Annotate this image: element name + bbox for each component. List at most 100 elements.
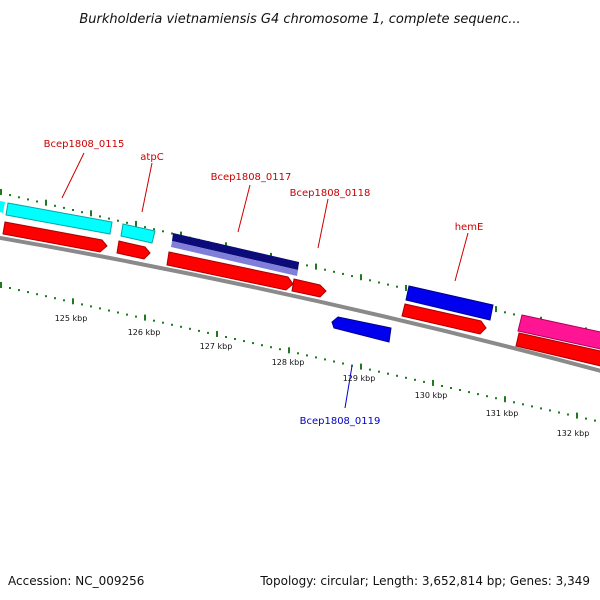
minor-tick-mark	[36, 293, 38, 296]
minor-tick-mark	[504, 311, 506, 314]
major-tick-mark	[495, 306, 497, 313]
gene-label-atpc[interactable]: atpC	[140, 152, 163, 163]
tick-label-125-kbp: 125 kbp	[55, 314, 88, 323]
major-tick-mark	[288, 347, 290, 354]
cds-arrow[interactable]	[166, 251, 294, 291]
minor-tick-mark	[486, 395, 488, 398]
tick-label-131-kbp: 131 kbp	[486, 409, 519, 418]
minor-tick-mark	[99, 307, 101, 310]
gene-heme-feature[interactable]	[405, 285, 494, 321]
gene-label-bcep1808-0118[interactable]: Bcep1808_0118	[290, 188, 371, 199]
tick-label-126-kbp: 126 kbp	[128, 328, 161, 337]
minor-tick-mark	[513, 313, 515, 316]
map-title: Burkholderia vietnamiensis G4 chromosome…	[79, 12, 520, 27]
minor-tick-mark	[126, 221, 128, 224]
tick-label-132-kbp: 132 kbp	[557, 429, 590, 438]
minor-tick-mark	[117, 219, 119, 222]
cds-arrow[interactable]	[2, 221, 108, 253]
major-tick-mark	[405, 284, 407, 291]
major-tick-mark	[315, 263, 317, 270]
minor-tick-mark	[243, 340, 245, 343]
minor-tick-mark	[27, 291, 29, 294]
chromosome-backbone	[0, 235, 600, 373]
major-tick-mark	[45, 199, 47, 206]
gene-label-bcep1808-0119[interactable]: Bcep1808_0119	[300, 416, 381, 427]
minor-tick-mark	[279, 348, 281, 351]
minor-tick-mark	[144, 226, 146, 229]
minor-tick-mark	[18, 289, 20, 292]
minor-tick-mark	[378, 370, 380, 373]
minor-tick-mark	[387, 372, 389, 375]
minor-tick-mark	[306, 354, 308, 357]
minor-tick-mark	[540, 407, 542, 410]
minor-tick-mark	[9, 287, 11, 289]
minor-tick-mark	[369, 368, 371, 371]
minor-tick-mark	[459, 389, 461, 391]
minor-tick-mark	[90, 305, 92, 308]
minor-tick-mark	[72, 209, 74, 211]
minor-tick-mark	[63, 299, 65, 302]
gene-atpc-feature[interactable]	[120, 223, 156, 244]
minor-tick-mark	[477, 393, 479, 396]
cds-arrow[interactable]	[116, 240, 151, 260]
minor-tick-mark	[441, 385, 443, 387]
magenta-gene-feature[interactable]	[517, 314, 600, 350]
gene-label-heme[interactable]: hemE	[455, 222, 484, 233]
minor-tick-mark	[333, 360, 335, 363]
minor-tick-mark	[135, 315, 137, 318]
minor-tick-mark	[333, 270, 335, 273]
gene-label-bcep1808-0117[interactable]: Bcep1808_0117	[211, 172, 292, 183]
minor-tick-mark	[315, 356, 317, 359]
minor-tick-mark	[18, 196, 20, 199]
minor-tick-mark	[198, 329, 200, 332]
major-tick-mark	[360, 363, 362, 370]
minor-tick-mark	[423, 380, 425, 383]
minor-tick-mark	[324, 268, 326, 271]
minor-tick-mark	[81, 211, 83, 214]
minor-tick-mark	[234, 338, 236, 340]
minor-tick-mark	[558, 411, 560, 414]
minor-tick-mark	[261, 344, 263, 347]
minor-tick-mark	[351, 275, 353, 278]
tick-label-130-kbp: 130 kbp	[415, 391, 448, 400]
minor-tick-mark	[351, 364, 353, 367]
minor-tick-mark	[81, 303, 83, 306]
minor-tick-mark	[36, 200, 38, 203]
minor-tick-mark	[225, 336, 227, 338]
cds-arrow[interactable]	[401, 303, 487, 335]
major-tick-mark	[90, 210, 92, 217]
minor-tick-mark	[117, 311, 119, 314]
cds-arrow[interactable]	[291, 278, 327, 298]
cds-arrow[interactable]	[515, 332, 600, 367]
minor-tick-mark	[63, 206, 65, 209]
cds-row	[2, 221, 600, 367]
minor-tick-mark	[171, 323, 173, 326]
tick-label-128-kbp: 128 kbp	[272, 358, 305, 367]
axis-tick-labels: 125 kbp 126 kbp 127 kbp 128 kbp 129 kbp …	[55, 314, 590, 438]
minor-tick-mark	[387, 283, 389, 286]
gene-bcep1808-0119-feature[interactable]	[331, 316, 392, 343]
gene-bcep1808-0115-feature[interactable]	[0, 201, 113, 235]
gene-label-bcep1808-0115[interactable]: Bcep1808_0115	[44, 139, 125, 150]
accession-text: Accession: NC_009256	[8, 574, 144, 588]
minor-tick-mark	[396, 285, 398, 288]
minor-tick-mark	[522, 403, 524, 406]
minor-tick-mark	[171, 232, 173, 235]
minor-tick-mark	[99, 215, 101, 218]
minor-tick-mark	[450, 387, 452, 389]
minor-tick-mark	[45, 295, 47, 298]
minor-tick-mark	[27, 198, 29, 201]
minor-tick-mark	[549, 409, 551, 412]
major-tick-mark	[360, 274, 362, 281]
minor-tick-mark	[324, 358, 326, 361]
minor-tick-mark	[531, 405, 533, 408]
minor-tick-mark	[369, 279, 371, 282]
major-tick-mark	[216, 331, 218, 337]
minor-tick-mark	[414, 378, 416, 381]
minor-tick-mark	[342, 272, 344, 275]
minor-tick-mark	[396, 374, 398, 377]
major-tick-mark	[72, 298, 74, 305]
tick-label-129-kbp: 129 kbp	[343, 374, 376, 383]
gene-bcep1808-0117-feature[interactable]	[171, 233, 299, 276]
